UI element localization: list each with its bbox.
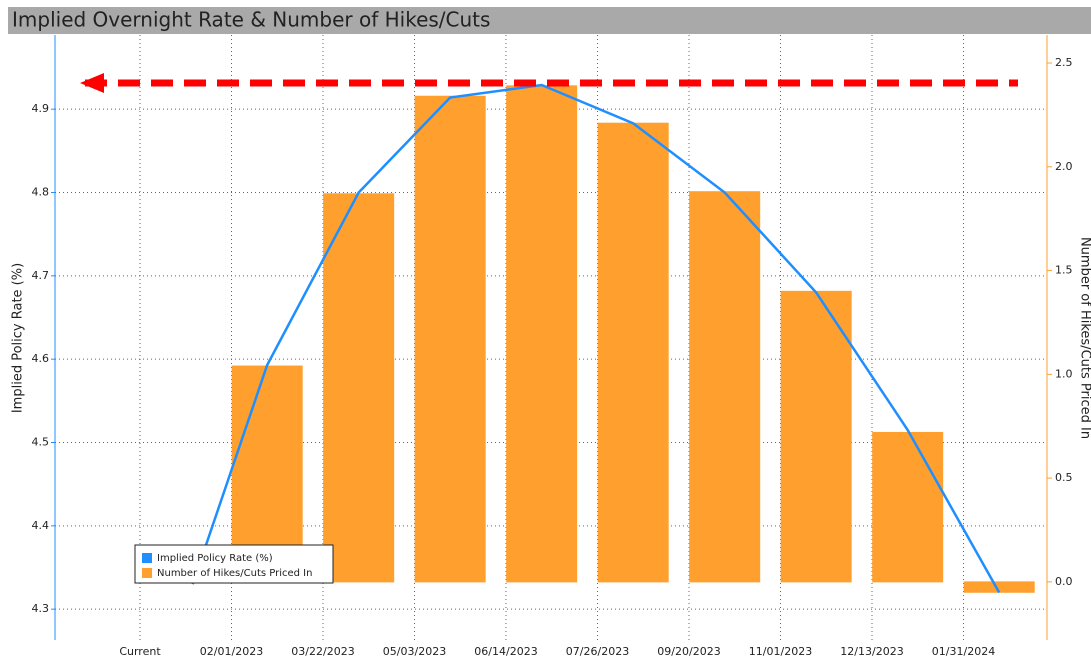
x-tick-label: 07/26/2023 [566,645,629,656]
bar [872,431,944,583]
y-tick-label: 4.6 [32,352,50,365]
y-tick-label: 4.3 [32,602,50,615]
y-axis-label: Implied Policy Rate (%) [11,263,26,413]
legend-box [134,544,334,584]
bar [323,193,395,583]
legend-label: Number of Hikes/Cuts Priced In [157,568,312,579]
y2-tick-label: 0.5 [1055,471,1073,484]
x-tick-label: Current [119,645,161,656]
legend-label: Implied Policy Rate (%) [157,553,273,564]
arrow-head [80,73,104,93]
y-tick-label: 4.8 [32,186,50,199]
line [191,83,1001,594]
y2-tick-label: 2.0 [1055,160,1073,173]
y2-tick-label: 1.5 [1055,264,1073,277]
x-tick-label: 06/14/2023 [474,645,537,656]
x-tick-label: 11/01/2023 [749,645,812,656]
y-tick-label: 4.4 [32,519,50,532]
y-tick-label: 4.7 [32,269,50,282]
x-tick-label: 02/01/2023 [200,645,263,656]
y-tick-label: 4.9 [32,102,50,115]
y2-tick-label: 0.0 [1055,575,1073,588]
legend-swatch [142,568,152,578]
x-tick-label: 12/13/2023 [840,645,903,656]
y2-tick-label: 2.5 [1055,56,1073,69]
legend-swatch [142,553,152,563]
y2-axis-label: Number of Hikes/Cuts Priced In [1078,237,1091,439]
x-tick-label: 09/20/2023 [657,645,720,656]
x-tick-label: 05/03/2023 [383,645,446,656]
bar [689,191,761,583]
title-bar [8,7,1091,34]
y-tick-label: 4.5 [32,436,50,449]
y2-tick-label: 1.0 [1055,367,1073,380]
bar [506,85,578,583]
x-tick-label: 01/31/2024 [932,645,995,656]
bar [597,122,669,583]
bar [780,290,852,583]
x-tick-label: 03/22/2023 [291,645,354,656]
chart-title: Implied Overnight Rate & Number of Hikes… [12,8,490,32]
bar [414,95,486,583]
